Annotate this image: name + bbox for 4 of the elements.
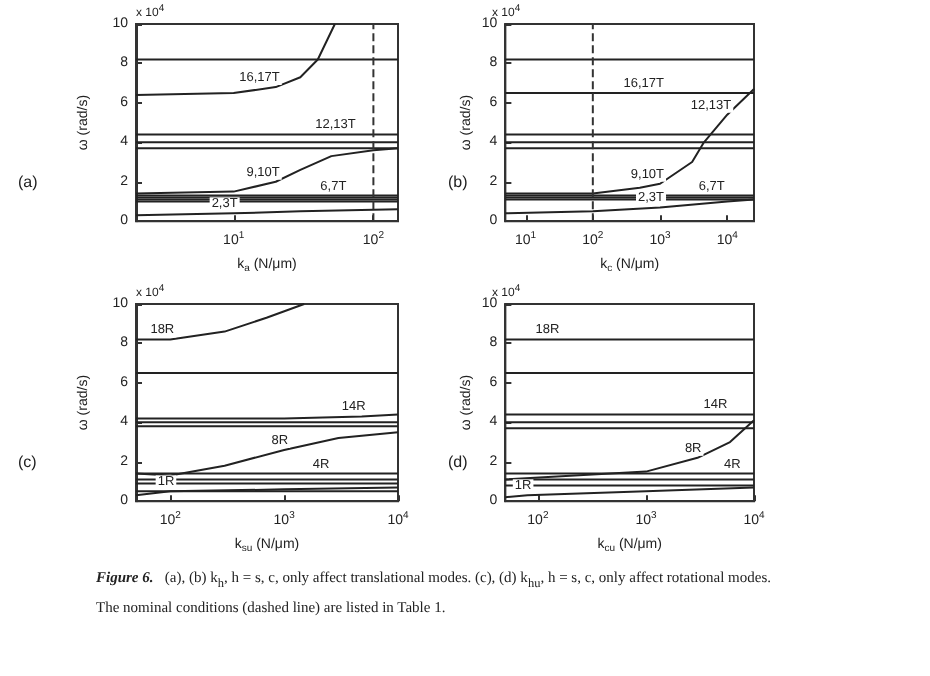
text: (c) bbox=[18, 453, 38, 471]
text: (b) bbox=[448, 173, 469, 191]
text: (d) bbox=[448, 453, 469, 471]
text: (a) bbox=[18, 173, 39, 191]
